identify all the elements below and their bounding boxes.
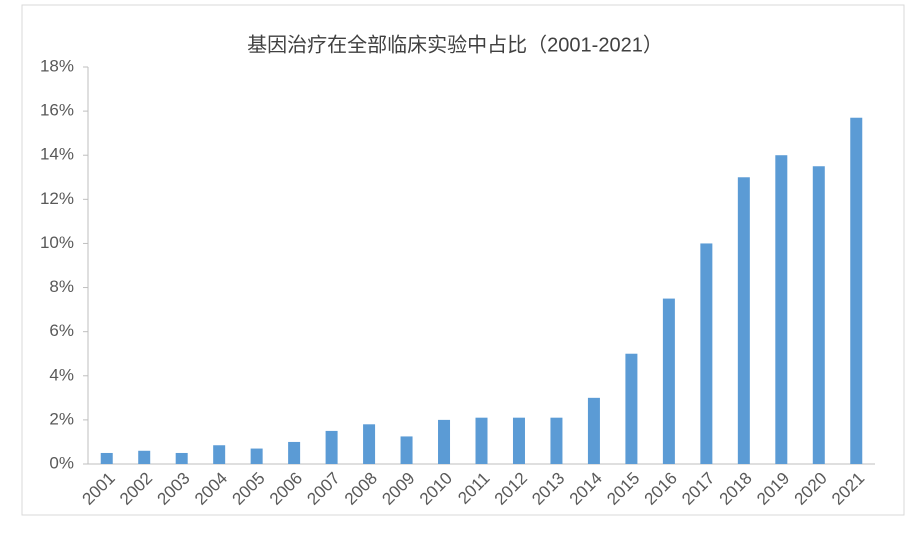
bar — [737, 177, 750, 464]
bar — [587, 397, 600, 464]
x-tick-label: 2016 — [641, 469, 681, 509]
bar — [700, 243, 713, 464]
x-tick-label: 2011 — [454, 469, 493, 508]
bar — [550, 417, 563, 464]
y-tick-label: 6% — [49, 321, 74, 340]
bar — [138, 450, 151, 464]
x-tick-label: 2012 — [491, 469, 531, 509]
bar — [213, 445, 226, 464]
x-tick-label: 2006 — [266, 469, 306, 509]
bar — [363, 424, 376, 464]
bar — [812, 166, 825, 464]
bar — [775, 155, 788, 464]
y-tick-label: 0% — [49, 453, 74, 472]
bar — [325, 430, 338, 464]
bar — [512, 417, 525, 464]
y-tick-label: 18% — [40, 56, 74, 75]
x-tick-label: 2002 — [116, 469, 156, 509]
bar — [175, 452, 188, 464]
x-tick-label: 2005 — [228, 469, 268, 509]
x-tick-label: 2007 — [303, 469, 343, 509]
bar — [625, 353, 638, 464]
bar — [438, 419, 451, 464]
chart-title: 基因治疗在全部临床实验中占比（2001-2021） — [247, 33, 663, 56]
x-tick-label: 2021 — [828, 469, 868, 509]
y-tick-label: 12% — [40, 189, 74, 208]
bar — [100, 452, 113, 464]
bar — [400, 436, 413, 464]
x-tick-label: 2003 — [154, 469, 194, 509]
bar — [288, 441, 301, 464]
y-tick-label: 16% — [40, 101, 74, 120]
bar — [475, 417, 488, 464]
x-tick-label: 2017 — [678, 469, 718, 509]
x-tick-label: 2001 — [79, 469, 119, 509]
x-tick-label: 2004 — [191, 469, 231, 509]
x-tick-label: 2020 — [791, 469, 831, 509]
x-tick-label: 2008 — [341, 469, 381, 509]
y-tick-label: 8% — [49, 277, 74, 296]
x-tick-label: 2009 — [378, 469, 418, 509]
y-tick-label: 2% — [49, 409, 74, 428]
x-tick-label: 2019 — [753, 469, 793, 509]
x-tick-label: 2014 — [566, 469, 606, 509]
chart-frame — [21, 4, 905, 516]
bar — [662, 298, 675, 464]
x-tick-label: 2010 — [416, 469, 456, 509]
bar — [250, 448, 263, 464]
x-tick-label: 2015 — [603, 469, 643, 509]
x-tick-label: 2018 — [716, 469, 756, 509]
y-tick-label: 4% — [49, 365, 74, 384]
bar — [850, 117, 863, 464]
y-tick-label: 14% — [40, 145, 74, 164]
x-tick-label: 2013 — [528, 469, 568, 509]
y-tick-label: 10% — [40, 233, 74, 252]
